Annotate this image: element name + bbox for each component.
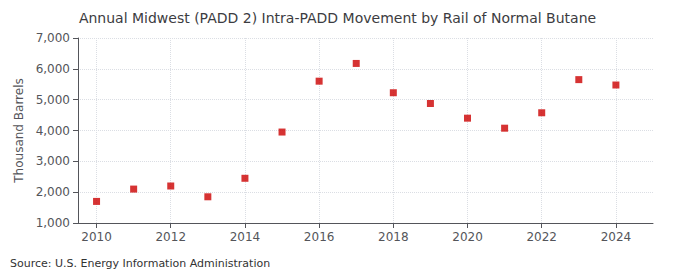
svg-text:2014: 2014	[230, 230, 261, 244]
svg-text:2022: 2022	[526, 230, 557, 244]
svg-text:5,000: 5,000	[36, 93, 70, 107]
svg-text:2010: 2010	[81, 230, 112, 244]
svg-text:4,000: 4,000	[36, 124, 70, 138]
svg-text:2016: 2016	[304, 230, 335, 244]
svg-text:2024: 2024	[601, 230, 632, 244]
svg-text:7,000: 7,000	[36, 31, 70, 45]
svg-text:2012: 2012	[155, 230, 186, 244]
svg-text:6,000: 6,000	[36, 62, 70, 76]
svg-text:2018: 2018	[378, 230, 409, 244]
svg-text:Thousand Barrels: Thousand Barrels	[12, 78, 26, 183]
svg-text:Source: U.S. Energy Informatio: Source: U.S. Energy Information Administ…	[10, 257, 270, 270]
svg-text:2,000: 2,000	[36, 185, 70, 199]
svg-text:1,000: 1,000	[36, 216, 70, 230]
svg-text:3,000: 3,000	[36, 154, 70, 168]
svg-text:2020: 2020	[452, 230, 483, 244]
svg-text:Annual Midwest (PADD 2) Intra-: Annual Midwest (PADD 2) Intra-PADD Movem…	[79, 10, 596, 26]
